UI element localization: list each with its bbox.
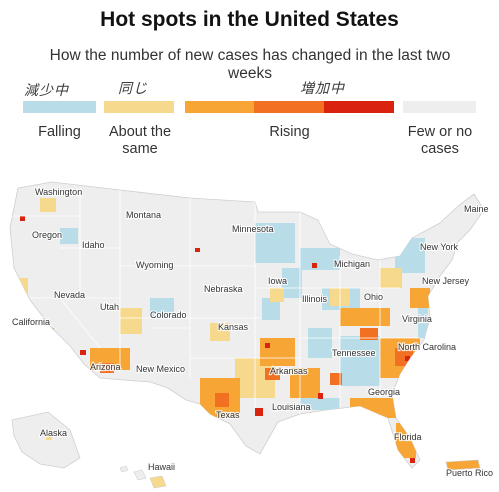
label-nebraska: Nebraska [204, 284, 243, 294]
label-texas: Texas [216, 410, 240, 420]
label-louisiana: Louisiana [272, 402, 311, 412]
label-iowa: Iowa [268, 276, 287, 286]
label-maine: Maine [464, 204, 489, 214]
label-new-mexico: New Mexico [136, 364, 185, 374]
label-arizona: Arizona [90, 362, 121, 372]
label-north-carolina: North Carolina [398, 342, 456, 352]
label-oregon: Oregon [32, 230, 62, 240]
legend-swatch-same-fill [104, 101, 174, 113]
label-illinois: Illinois [302, 294, 328, 304]
hawaii-inset [119, 465, 167, 489]
label-minnesota: Minnesota [232, 224, 274, 234]
legend-swatch-few [403, 101, 476, 113]
label-utah: Utah [100, 302, 119, 312]
label-ohio: Ohio [364, 292, 383, 302]
label-georgia: Georgia [368, 387, 400, 397]
us-county-map: Washington Oregon Idaho Montana Wyoming … [9, 181, 494, 489]
puerto-rico-inset [445, 459, 481, 471]
legend-swatch-rising-low [185, 101, 254, 113]
alaska-inset [11, 411, 81, 469]
label-idaho: Idaho [82, 240, 105, 250]
label-colorado: Colorado [150, 310, 187, 320]
legend-swatch-rising [185, 101, 394, 113]
label-tennessee: Tennessee [332, 348, 376, 358]
label-puerto-rico: Puerto Rico [446, 468, 493, 478]
legend-swatch-same [104, 101, 174, 113]
label-florida: Florida [394, 432, 422, 442]
legend-swatch-few-fill [403, 101, 476, 113]
handwritten-rising-note: 増加中 [300, 81, 345, 97]
legend-label-rising: Rising [269, 124, 310, 140]
label-kansas: Kansas [218, 322, 249, 332]
label-hawaii: Hawaii [148, 462, 175, 472]
label-arkansas: Arkansas [270, 366, 308, 376]
legend-label-few: Few or no cases [407, 124, 473, 157]
label-montana: Montana [126, 210, 161, 220]
legend-swatch-rising-mid [254, 101, 324, 113]
legend-label-falling: Falling [38, 124, 81, 140]
label-new-jersey: New Jersey [422, 276, 470, 286]
page-subtitle: How the number of new cases has changed … [49, 47, 451, 82]
state-borders [10, 188, 420, 414]
state-labels: Washington Oregon Idaho Montana Wyoming … [11, 186, 494, 479]
label-nevada: Nevada [54, 290, 85, 300]
legend-swatch-falling [23, 101, 96, 113]
label-wyoming: Wyoming [136, 260, 173, 270]
label-virginia: Virginia [402, 314, 432, 324]
legend-swatch-falling-fill [23, 101, 96, 113]
label-michigan: Michigan [334, 259, 370, 269]
legend-swatch-rising-high [324, 101, 394, 113]
label-washington: Washington [35, 187, 82, 197]
handwritten-falling-note: 減少中 [24, 83, 69, 99]
label-california: California [12, 317, 50, 327]
label-alaska: Alaska [40, 428, 67, 438]
legend-label-same: About the same [108, 124, 172, 157]
label-new-york: New York [420, 242, 459, 252]
page-title: Hot spots in the United States [100, 8, 399, 31]
handwritten-same-note: 同じ [118, 81, 148, 97]
